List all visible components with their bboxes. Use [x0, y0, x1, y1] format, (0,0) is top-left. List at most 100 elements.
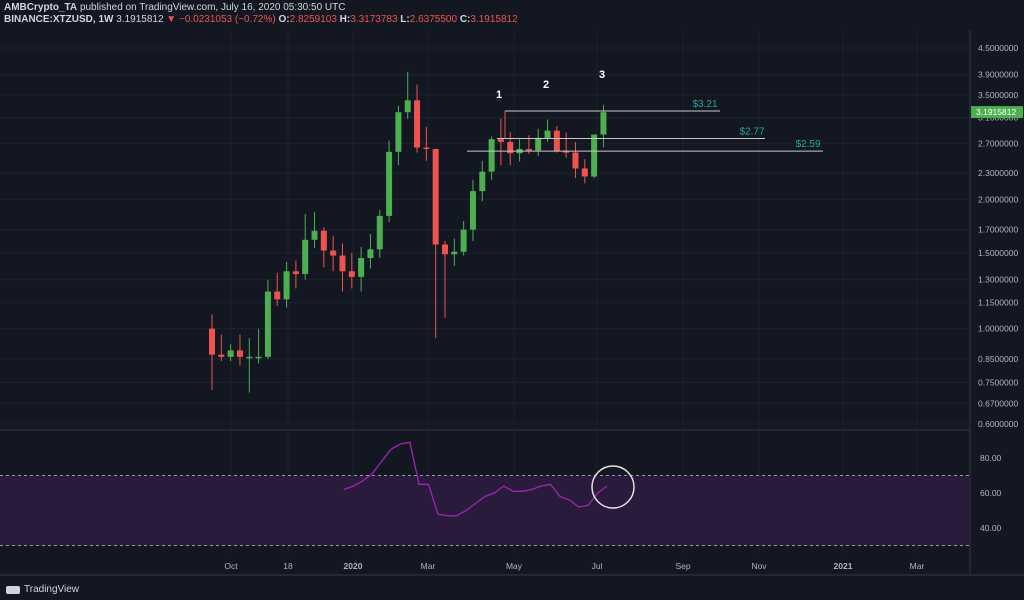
candle-body — [218, 354, 225, 357]
candle-body — [553, 130, 560, 152]
publish-info: published on TradingView.com, July 16, 2… — [79, 2, 346, 13]
price-tick-label: 1.1500000 — [978, 298, 1018, 308]
candle-body — [469, 191, 476, 230]
time-axis[interactable]: Oct 18 2020 Mar May Jul Sep Nov 2021 Mar — [224, 561, 924, 571]
candle-body — [442, 244, 448, 255]
candle-body — [600, 112, 607, 135]
rsi-panel — [0, 441, 970, 546]
close-label: C: — [459, 14, 471, 25]
brand-text: TradingView — [24, 584, 80, 595]
time-tick-label: 2021 — [834, 561, 853, 571]
rsi-highlight-circle — [591, 465, 635, 509]
price-tick-label: 4.5000000 — [978, 43, 1018, 53]
price-tick-label: 2.3000000 — [978, 168, 1018, 178]
time-tick-label: Oct — [224, 561, 238, 571]
candle-body — [246, 356, 253, 359]
author-name[interactable]: AMBCrypto_TA — [4, 2, 78, 13]
price-tick-label: 3.5000000 — [978, 90, 1018, 100]
chart-grid — [0, 30, 1024, 576]
candle-body — [451, 251, 458, 255]
time-tick-label: May — [506, 561, 523, 571]
wave-label: 3 — [599, 69, 605, 81]
candle-body — [292, 271, 299, 275]
chart-header: AMBCrypto_TA published on TradingView.co… — [4, 2, 518, 26]
candle-body — [348, 271, 355, 277]
support-resistance-lines: $3.21 $2.77 $2.59 — [467, 99, 823, 152]
tradingview-logo-icon — [6, 585, 20, 594]
high-label: H: — [339, 14, 351, 25]
price-tick-label: 1.7000000 — [978, 225, 1018, 235]
close-value: 3.1915812 — [470, 14, 518, 25]
level-label: $2.59 — [795, 139, 820, 150]
candle-body — [395, 112, 402, 152]
candle-body — [376, 215, 383, 250]
candle-body — [302, 239, 309, 275]
candle-body — [209, 328, 215, 355]
last-price-label: 3.1915812 — [976, 107, 1016, 117]
price-change: ▼ −0.0231053 (−0.72%) — [166, 14, 276, 25]
candle-body — [386, 151, 393, 216]
candle-body — [572, 152, 579, 169]
candle-body — [311, 230, 318, 240]
candle-body — [460, 229, 467, 252]
candle-body — [423, 147, 430, 150]
wave-label: 1 — [496, 89, 502, 101]
level-label: $3.21 — [692, 99, 717, 110]
candlestick-series — [209, 71, 607, 393]
open-label: O: — [278, 14, 290, 25]
last-price: 3.1915812 — [116, 14, 164, 25]
price-tick-label: 0.7500000 — [978, 377, 1018, 387]
candle-body — [581, 168, 588, 177]
tradingview-logo[interactable]: TradingView — [6, 584, 79, 595]
rsi-band — [0, 475, 970, 546]
low-value: 2.6375500 — [409, 14, 458, 25]
candle-body — [339, 255, 346, 272]
time-tick-label: Sep — [675, 561, 690, 571]
candle-body — [283, 271, 290, 300]
price-tick-label: 0.6000000 — [978, 419, 1018, 429]
time-tick-label: Nov — [751, 561, 767, 571]
time-tick-label: Mar — [421, 561, 436, 571]
price-tick-label: 0.8500000 — [978, 354, 1018, 364]
candle-body — [507, 141, 514, 154]
rsi-axis[interactable]: 80.00 60.00 40.00 — [980, 453, 1002, 533]
last-price-badge — [971, 106, 1023, 119]
candle-body — [544, 130, 551, 138]
wave-label: 2 — [543, 79, 549, 91]
candle-body — [525, 148, 532, 151]
candle-body — [479, 171, 486, 192]
price-tick-label: 1.3000000 — [978, 275, 1018, 285]
candle-body — [404, 100, 411, 113]
time-tick-label: 2020 — [344, 561, 363, 571]
rsi-tick-label: 60.00 — [980, 488, 1002, 498]
candle-body — [488, 139, 495, 172]
rsi-line — [343, 441, 608, 517]
high-value: 3.3173783 — [350, 14, 398, 25]
symbol-label[interactable]: BINANCE:XTZUSD, 1W — [4, 14, 114, 25]
rsi-tick-label: 40.00 — [980, 523, 1002, 533]
candle-body — [414, 100, 421, 148]
candle-body — [367, 249, 374, 259]
level-label: $2.77 — [739, 127, 764, 138]
candle-body — [274, 291, 281, 300]
candle-body — [535, 137, 542, 151]
low-label: L: — [400, 14, 410, 25]
rsi-tick-label: 80.00 — [980, 453, 1002, 463]
price-tick-label: 3.9000000 — [978, 70, 1018, 80]
candle-body — [497, 139, 504, 142]
open-value: 2.8259103 — [289, 14, 337, 25]
candle-body — [227, 350, 234, 357]
candle-body — [358, 258, 365, 277]
price-axis[interactable]: 4.50000003.90000003.50000003.10000002.70… — [971, 43, 1023, 429]
time-tick-label: Mar — [910, 561, 925, 571]
candle-body — [432, 148, 439, 245]
candle-body — [320, 230, 327, 251]
candle-body — [255, 356, 262, 359]
time-tick-label: 18 — [283, 561, 293, 571]
candle-body — [330, 250, 337, 256]
candle-body — [591, 134, 598, 177]
candle-body — [563, 151, 570, 153]
price-tick-label: 1.0000000 — [978, 324, 1018, 334]
wave-annotations: 1 2 3 — [496, 69, 605, 101]
